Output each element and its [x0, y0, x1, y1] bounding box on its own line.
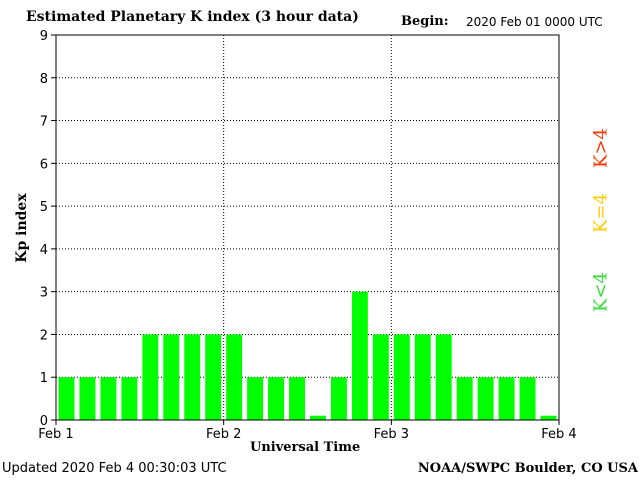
kp-bar: [393, 334, 410, 420]
kp-bar: [289, 377, 305, 420]
y-axis-label: Kp index: [14, 193, 30, 263]
kp-bar: [498, 377, 515, 420]
y-tick-label: 3: [40, 286, 48, 301]
kp-bar: [456, 377, 473, 420]
kp-bar: [100, 377, 117, 420]
chart-title: Estimated Planetary K index (3 hour data…: [26, 9, 359, 25]
y-tick-label: 8: [40, 72, 48, 87]
x-tick-label: Feb 3: [374, 427, 409, 442]
legend-k-less-4: K<4: [590, 272, 612, 312]
kp-bar: [310, 415, 326, 420]
y-tick-label: 4: [40, 243, 48, 258]
kp-bar: [519, 377, 536, 420]
kp-bar: [477, 377, 494, 420]
x-tick-label: Feb 1: [38, 427, 73, 442]
legend-k-greater-4: K>4: [590, 128, 612, 168]
kp-bar: [351, 291, 368, 420]
kp-bar: [247, 377, 264, 420]
kp-bar: [121, 377, 138, 420]
kp-bar: [205, 334, 222, 420]
kp-bar: [226, 334, 243, 420]
bars: [58, 291, 557, 420]
kp-bar: [435, 334, 452, 420]
y-tick-label: 0: [40, 414, 48, 429]
x-axis-label: Universal Time: [250, 440, 361, 455]
begin-value: 2020 Feb 01 0000 UTC: [466, 15, 603, 29]
grid-lines: [56, 35, 559, 420]
y-tick-label: 6: [40, 157, 48, 172]
y-tick-label: 5: [40, 200, 48, 215]
kp-bar: [330, 377, 347, 420]
kp-bar: [268, 377, 285, 420]
y-tick-label: 1: [40, 371, 48, 386]
begin-label: Begin:: [401, 14, 449, 29]
kp-bar: [58, 377, 75, 420]
plot-frame: [55, 34, 560, 421]
kp-bar: [414, 334, 431, 420]
kp-bar: [540, 415, 557, 420]
x-tick-label: Feb 2: [206, 427, 241, 442]
kp-bar: [163, 334, 180, 420]
y-tick-label: 7: [40, 115, 48, 130]
y-tick-label: 9: [40, 29, 48, 44]
legend-k-equal-4: K=4: [590, 193, 612, 233]
updated-timestamp: Updated 2020 Feb 4 00:30:03 UTC: [2, 461, 227, 476]
kp-bar: [79, 377, 96, 420]
source-credit: NOAA/SWPC Boulder, CO USA: [417, 461, 638, 476]
kp-bar: [142, 334, 159, 420]
kp-bar: [372, 334, 389, 420]
y-tick-label: 2: [40, 328, 48, 343]
kp-bar: [184, 334, 201, 420]
axis-ticks: 0 1 2 3 4 5 6 7 8 9 Feb 1 Feb 2 Feb 3 Feb 4: [38, 29, 576, 442]
x-tick-label: Feb 4: [541, 427, 576, 442]
